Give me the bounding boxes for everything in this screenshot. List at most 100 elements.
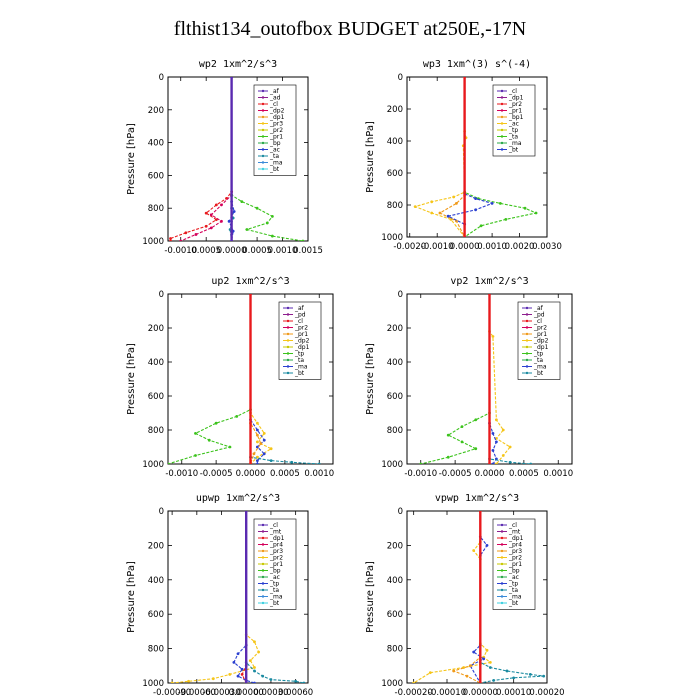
legend-marker — [261, 128, 265, 132]
y-tick-label: 600 — [387, 610, 403, 620]
series-line-ta — [446, 77, 494, 237]
legend: _af_pd_cl_pr2_pr1_dp2_dp1_tp_ta_ma_bt — [517, 301, 561, 380]
legend-entry: _ta — [269, 587, 279, 594]
legend-box — [492, 84, 536, 157]
y-tick-label: 200 — [387, 105, 403, 115]
legend-marker — [261, 102, 265, 106]
legend-entry: _pr3 — [508, 548, 522, 555]
legend-marker — [286, 365, 290, 368]
legend-entry: _ta — [294, 357, 304, 364]
legend-marker — [500, 582, 504, 585]
legend-entry: _bt — [269, 600, 280, 607]
y-tick-label: 400 — [387, 358, 403, 368]
x-tick-label: 0.0015 — [293, 246, 323, 256]
data-point — [255, 433, 259, 437]
legend-entry: _ma — [269, 160, 283, 167]
data-point — [269, 459, 273, 462]
legend-marker — [500, 109, 504, 112]
data-point — [492, 679, 496, 682]
legend-marker — [286, 306, 290, 310]
data-point — [214, 203, 218, 207]
x-tick-label: -0.00030 — [202, 688, 240, 698]
data-point — [255, 445, 259, 449]
legend-marker — [261, 161, 265, 164]
x-tick-label: -0.00020 — [395, 688, 433, 698]
legend-entry: _ta — [508, 587, 518, 594]
data-point — [253, 666, 256, 669]
x-tick-label: 0.0000 — [450, 242, 480, 252]
y-tick-label: 400 — [148, 139, 164, 149]
legend-entry: _pr1 — [508, 561, 522, 568]
data-point — [269, 678, 273, 681]
x-tick-label: 0.0010 — [477, 242, 507, 252]
data-point — [478, 511, 482, 513]
y-tick-label: 0 — [398, 73, 403, 83]
x-tick-label: 0.00060 — [278, 688, 313, 698]
x-tick-label: 0.0005 — [270, 469, 300, 479]
legend-entry: _cl — [508, 88, 517, 95]
data-point — [452, 195, 456, 199]
data-point — [249, 462, 252, 464]
y-tick-label: 200 — [148, 541, 164, 551]
legend-entry: _cl — [294, 318, 303, 325]
series-line-pr2 — [452, 511, 481, 683]
data-point — [505, 669, 509, 673]
x-tick-label: -0.0010 — [404, 469, 437, 479]
y-axis-label: Pressure [hPa] — [365, 343, 376, 415]
legend-marker — [261, 601, 265, 605]
legend-marker — [261, 556, 265, 559]
legend-marker — [525, 339, 529, 342]
legend-entry: _pd — [294, 312, 306, 319]
data-point — [211, 677, 215, 681]
legend-marker — [261, 141, 265, 145]
data-point — [446, 433, 450, 437]
data-point — [504, 218, 508, 221]
x-tick-label: -0.0010 — [165, 469, 198, 479]
y-axis-label: Pressure [hPa] — [365, 561, 376, 633]
legend-marker — [500, 122, 504, 125]
data-point — [455, 202, 458, 205]
legend: _af_pd_cl_pr2_pr1_dp2_dp1_tp_ta_ma_bt — [278, 301, 322, 380]
data-point — [474, 418, 478, 422]
legend-entry: _bt — [508, 600, 519, 607]
legend-entry: _tp — [269, 581, 279, 588]
data-point — [227, 219, 231, 223]
data-point — [187, 679, 190, 683]
legend-marker — [261, 167, 265, 171]
legend-marker — [500, 102, 504, 106]
data-point — [463, 77, 467, 79]
data-point — [460, 440, 464, 444]
y-tick-label: 0 — [159, 290, 164, 300]
x-tick-label: 0.0020 — [505, 242, 535, 252]
data-point — [488, 660, 492, 664]
series-group — [169, 77, 305, 241]
legend-marker — [525, 313, 529, 316]
y-axis-label: Pressure [hPa] — [126, 123, 137, 195]
legend-entry: _bp1 — [508, 114, 524, 121]
legend-marker — [525, 326, 529, 329]
legend-entry: _pr3 — [269, 121, 283, 128]
data-point — [255, 206, 259, 210]
series-line-ac — [469, 511, 488, 683]
legend-marker — [500, 575, 504, 579]
x-tick-label: 0.00000 — [463, 688, 498, 698]
legend-entry: _pr1 — [269, 561, 283, 568]
legend-entry: _pr1 — [533, 331, 547, 338]
legend-entry: _bt — [269, 166, 280, 173]
data-point — [255, 459, 259, 462]
x-tick-label: -0.00060 — [178, 688, 216, 698]
data-point — [512, 676, 516, 680]
legend: _cl_mt_dp1_pr4_pr3_pr2_pr1_bp_ac_tp_ta_m… — [253, 518, 297, 610]
legend-entry: _ta — [269, 153, 279, 160]
legend-marker — [261, 549, 265, 553]
legend-entry: _ta — [508, 134, 518, 141]
data-point — [236, 652, 240, 656]
legend-entry: _pr2 — [508, 101, 522, 108]
x-tick-label: 0.0010 — [268, 246, 298, 256]
data-point — [491, 432, 495, 435]
legend-entry: _bp — [269, 140, 281, 147]
legend-marker — [500, 530, 504, 533]
y-tick-label: 1000 — [381, 460, 403, 470]
legend-marker — [261, 135, 265, 138]
x-tick-label: 0.0005 — [242, 246, 272, 256]
